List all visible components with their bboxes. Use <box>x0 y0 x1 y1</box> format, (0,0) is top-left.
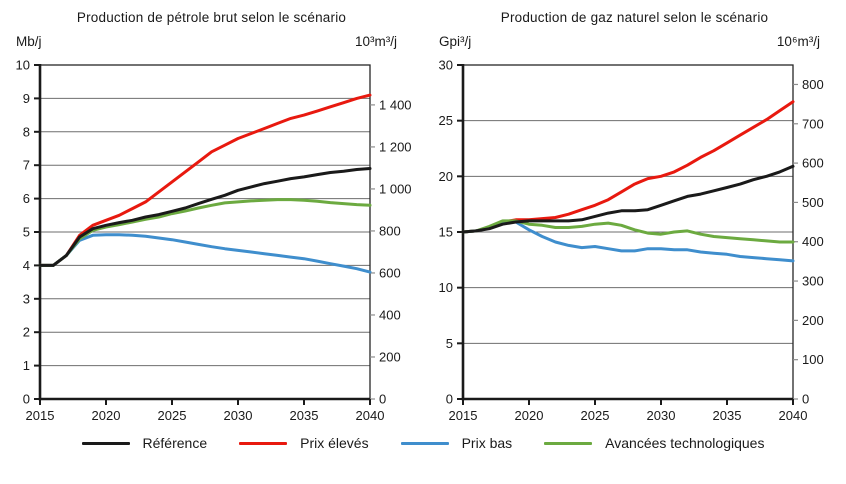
left-tick-label: 1 <box>23 358 30 373</box>
right-tick-label: 300 <box>802 274 824 289</box>
series-line-1 <box>461 100 795 234</box>
right-tick-label: 600 <box>379 265 401 280</box>
right-tick-label: 600 <box>802 156 824 171</box>
x-tick-label: 2020 <box>515 408 544 422</box>
right-tick-label: 400 <box>379 307 401 322</box>
left-tick-label: 20 <box>439 169 453 184</box>
left-tick-label: 4 <box>23 258 30 273</box>
series-line-1 <box>38 93 372 267</box>
x-tick-label: 2030 <box>647 408 676 422</box>
series-line-0 <box>461 164 795 234</box>
charts-row: Production de pétrole brut selon le scén… <box>0 0 846 422</box>
legend-swatch-line <box>544 441 593 445</box>
legend-swatch-line <box>81 441 130 445</box>
right-tick-label: 200 <box>802 313 824 328</box>
x-tick-label: 2040 <box>779 408 808 422</box>
left-tick-label: 5 <box>446 336 453 351</box>
x-tick-label: 2025 <box>581 408 610 422</box>
left-tick-label: 10 <box>439 280 453 295</box>
left-tick-label: 2 <box>23 325 30 340</box>
gas-production-chart: Production de gaz naturel selon le scéna… <box>423 0 846 422</box>
x-tick-label: 2015 <box>26 408 55 422</box>
left-tick-label: 7 <box>23 158 30 173</box>
legend-label: Prix bas <box>461 435 513 451</box>
oil-chart-plot: 0 1 2 3 4 5 6 7 8 9 10 0 200 400 600 800 1 000 1 200 1 400… <box>16 58 412 423</box>
left-tick-label: 0 <box>23 392 30 407</box>
oil-right-axis-unit: 10³m³/j <box>354 34 397 49</box>
gas-right-axis-unit: 10⁶m³/j <box>776 34 820 49</box>
x-tick-label: 2015 <box>449 408 478 422</box>
right-tick-label: 1 400 <box>379 97 412 112</box>
x-tick-label: 2035 <box>290 408 319 422</box>
legend-item: Prix bas <box>400 435 513 451</box>
x-tick-label: 2035 <box>713 408 742 422</box>
right-tick-label: 500 <box>802 195 824 210</box>
legend-swatch-line <box>400 441 449 445</box>
legend-item: Avancées technologiques <box>544 435 764 451</box>
series-line-2 <box>38 233 372 274</box>
legend-label: Avancées technologiques <box>605 435 765 451</box>
legend-label: Référence <box>142 435 208 451</box>
left-tick-label: 6 <box>23 191 30 206</box>
oil-production-chart: Production de pétrole brut selon le scén… <box>0 0 423 422</box>
oil-chart-title: Production de pétrole brut selon le scén… <box>76 10 347 25</box>
x-tick-label: 2040 <box>356 408 385 422</box>
left-tick-label: 15 <box>439 225 453 240</box>
left-tick-label: 9 <box>23 91 30 106</box>
oil-axis-units: Mb/j 10³m³/j <box>0 31 423 49</box>
legend-item: Prix élevés <box>239 435 369 451</box>
gas-left-axis-unit: Gpi³/j <box>439 34 472 49</box>
right-tick-label: 1 200 <box>379 139 412 154</box>
right-tick-label: 0 <box>802 392 809 407</box>
right-tick-label: 800 <box>379 223 401 238</box>
right-tick-label: 700 <box>802 116 824 131</box>
gas-chart-plot: 0510152025300100200300400500600700800201… <box>439 58 824 423</box>
legend-item: Référence <box>81 435 208 451</box>
oil-left-axis-unit: Mb/j <box>16 34 42 49</box>
right-tick-label: 400 <box>802 234 824 249</box>
legend-label: Prix élevés <box>300 435 369 451</box>
left-tick-label: 0 <box>446 392 453 407</box>
left-tick-label: 10 <box>16 58 30 73</box>
series-line-0 <box>38 167 372 267</box>
right-tick-label: 0 <box>379 392 386 407</box>
legend: Référence Prix élevés Prix bas Avancées tec… <box>0 435 846 451</box>
series-line-3 <box>38 198 372 267</box>
left-tick-label: 5 <box>23 225 30 240</box>
left-tick-label: 25 <box>439 113 453 128</box>
legend-swatch-line <box>239 441 288 445</box>
x-tick-label: 2025 <box>158 408 187 422</box>
gas-axis-units: Gpi³/j 10⁶m³/j <box>423 31 846 49</box>
x-tick-label: 2020 <box>92 408 121 422</box>
gas-chart-title: Production de gaz naturel selon le scéna… <box>500 10 769 25</box>
right-tick-label: 800 <box>802 77 824 92</box>
right-tick-label: 200 <box>379 349 401 364</box>
right-tick-label: 1 000 <box>379 181 412 196</box>
left-tick-label: 8 <box>23 124 30 139</box>
left-tick-label: 3 <box>23 291 30 306</box>
left-tick-label: 30 <box>439 58 453 73</box>
right-tick-label: 100 <box>802 352 824 367</box>
x-tick-label: 2030 <box>224 408 253 422</box>
